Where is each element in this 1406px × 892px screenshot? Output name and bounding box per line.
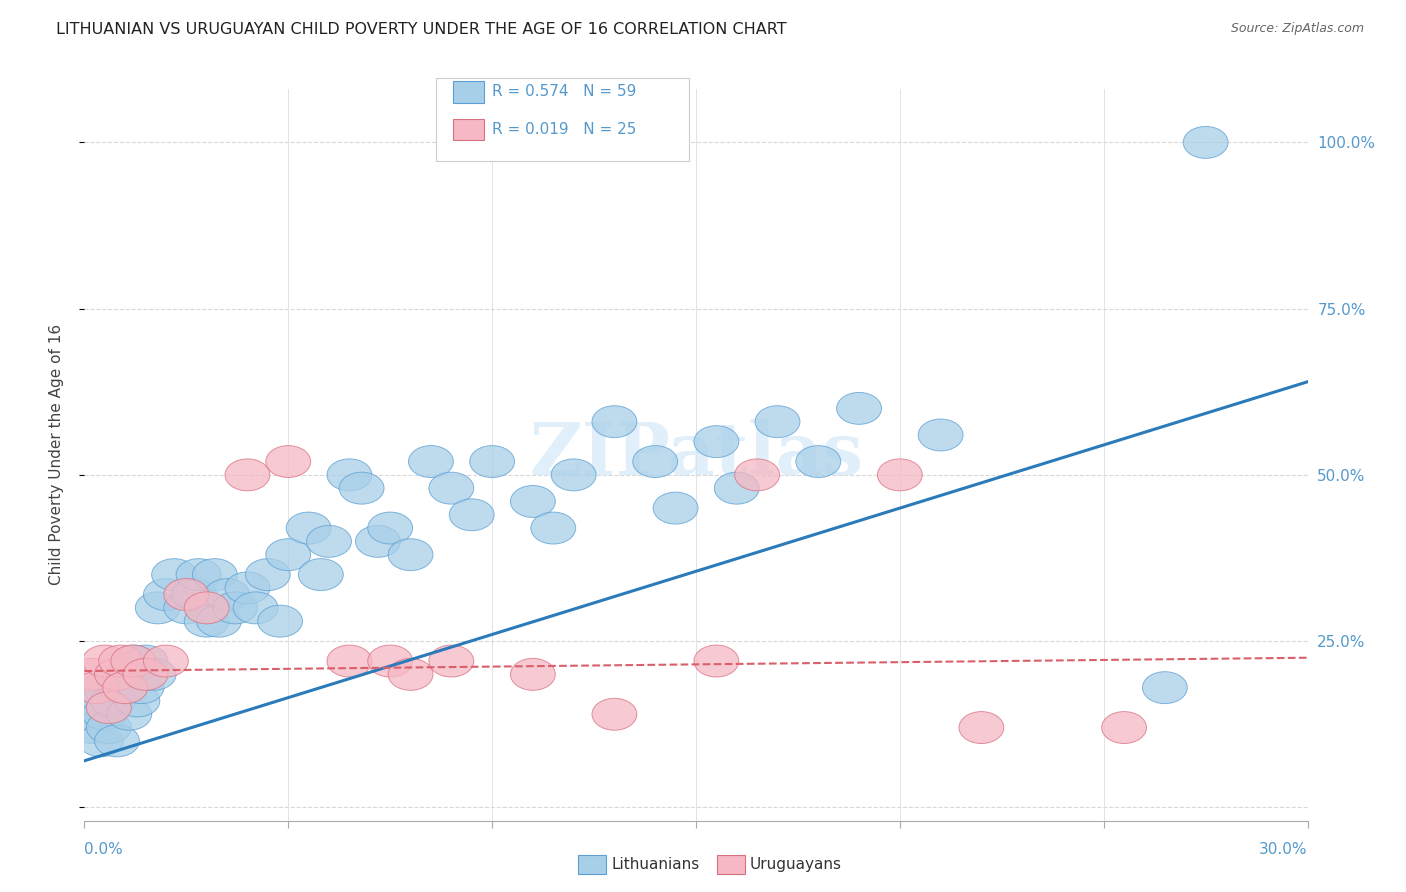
Ellipse shape [205, 579, 249, 610]
Text: Lithuanians: Lithuanians [612, 857, 700, 871]
Ellipse shape [695, 425, 738, 458]
Ellipse shape [633, 446, 678, 477]
Ellipse shape [429, 645, 474, 677]
Ellipse shape [918, 419, 963, 451]
Ellipse shape [83, 672, 127, 704]
Ellipse shape [184, 605, 229, 637]
Ellipse shape [246, 558, 290, 591]
Text: LITHUANIAN VS URUGUAYAN CHILD POVERTY UNDER THE AGE OF 16 CORRELATION CHART: LITHUANIAN VS URUGUAYAN CHILD POVERTY UN… [56, 22, 787, 37]
Ellipse shape [197, 605, 242, 637]
Ellipse shape [107, 698, 152, 731]
Ellipse shape [368, 512, 412, 544]
Ellipse shape [551, 458, 596, 491]
Ellipse shape [307, 525, 352, 558]
Ellipse shape [287, 512, 330, 544]
Ellipse shape [470, 446, 515, 477]
Ellipse shape [328, 645, 371, 677]
Ellipse shape [86, 712, 131, 744]
Ellipse shape [755, 406, 800, 438]
Ellipse shape [266, 539, 311, 571]
Ellipse shape [714, 472, 759, 504]
Ellipse shape [193, 558, 238, 591]
Ellipse shape [120, 672, 165, 704]
Ellipse shape [531, 512, 575, 544]
Text: Source: ZipAtlas.com: Source: ZipAtlas.com [1230, 22, 1364, 36]
Ellipse shape [70, 712, 115, 744]
Ellipse shape [165, 592, 208, 624]
Ellipse shape [450, 499, 494, 531]
Ellipse shape [225, 458, 270, 491]
Ellipse shape [298, 558, 343, 591]
Ellipse shape [111, 645, 156, 677]
Ellipse shape [75, 685, 120, 717]
Y-axis label: Child Poverty Under the Age of 16: Child Poverty Under the Age of 16 [49, 325, 63, 585]
Ellipse shape [98, 672, 143, 704]
Ellipse shape [124, 658, 167, 690]
Ellipse shape [388, 539, 433, 571]
Ellipse shape [143, 645, 188, 677]
Ellipse shape [959, 712, 1004, 744]
Text: 0.0%: 0.0% [84, 842, 124, 857]
Text: R = 0.574   N = 59: R = 0.574 N = 59 [492, 85, 637, 99]
Ellipse shape [98, 645, 143, 677]
Ellipse shape [184, 592, 229, 624]
Ellipse shape [75, 672, 120, 704]
Text: Uruguayans: Uruguayans [749, 857, 841, 871]
Ellipse shape [388, 658, 433, 690]
Ellipse shape [176, 558, 221, 591]
Ellipse shape [115, 685, 160, 717]
Ellipse shape [1102, 712, 1146, 744]
Ellipse shape [225, 572, 270, 604]
Ellipse shape [165, 579, 208, 610]
Ellipse shape [592, 698, 637, 731]
Ellipse shape [233, 592, 278, 624]
Ellipse shape [837, 392, 882, 425]
Ellipse shape [94, 725, 139, 756]
Ellipse shape [328, 458, 371, 491]
Ellipse shape [212, 592, 257, 624]
Ellipse shape [356, 525, 401, 558]
Ellipse shape [111, 645, 156, 677]
Ellipse shape [152, 558, 197, 591]
Ellipse shape [131, 658, 176, 690]
Ellipse shape [172, 579, 217, 610]
Ellipse shape [103, 672, 148, 704]
Ellipse shape [409, 446, 453, 477]
Text: R = 0.019   N = 25: R = 0.019 N = 25 [492, 122, 637, 136]
Ellipse shape [1143, 672, 1187, 704]
Ellipse shape [124, 645, 167, 677]
Ellipse shape [592, 406, 637, 438]
Text: 30.0%: 30.0% [1260, 842, 1308, 857]
Ellipse shape [83, 645, 127, 677]
Ellipse shape [368, 645, 412, 677]
Ellipse shape [735, 458, 779, 491]
Ellipse shape [90, 685, 135, 717]
Ellipse shape [796, 446, 841, 477]
Ellipse shape [266, 446, 311, 477]
Ellipse shape [143, 579, 188, 610]
Ellipse shape [94, 658, 139, 690]
Ellipse shape [1184, 127, 1227, 159]
Ellipse shape [86, 691, 131, 723]
Ellipse shape [83, 698, 127, 731]
Ellipse shape [70, 658, 115, 690]
Ellipse shape [510, 658, 555, 690]
Ellipse shape [79, 725, 124, 756]
Ellipse shape [339, 472, 384, 504]
Ellipse shape [510, 485, 555, 517]
Ellipse shape [66, 698, 111, 731]
Ellipse shape [257, 605, 302, 637]
Ellipse shape [695, 645, 738, 677]
Ellipse shape [877, 458, 922, 491]
Ellipse shape [429, 472, 474, 504]
Text: ZIPatlas: ZIPatlas [529, 419, 863, 491]
Ellipse shape [135, 592, 180, 624]
Ellipse shape [654, 492, 697, 524]
Ellipse shape [103, 658, 148, 690]
